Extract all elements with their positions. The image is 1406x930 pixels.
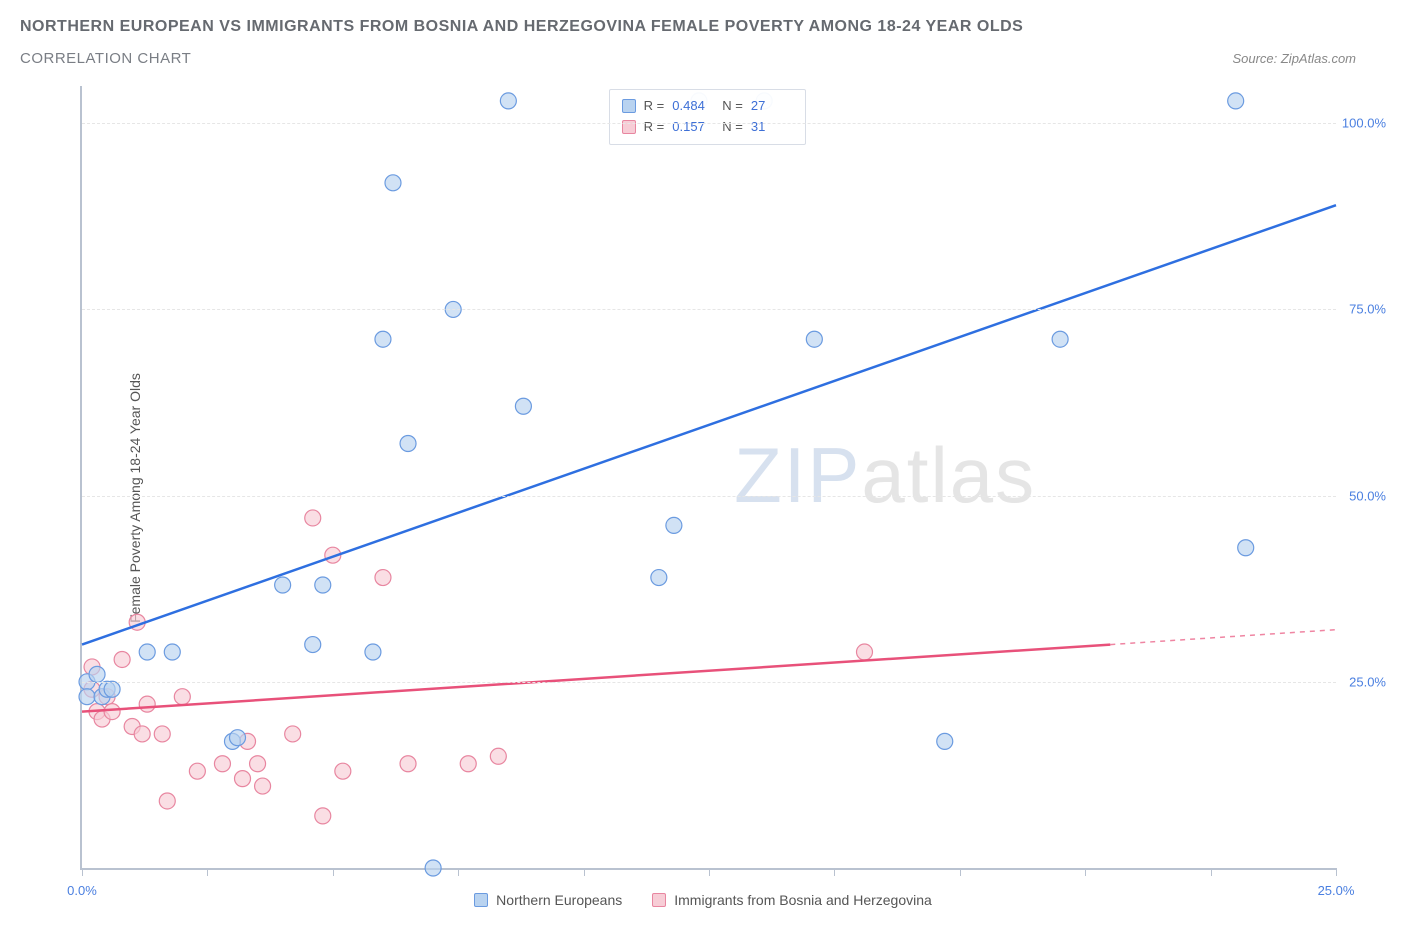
plot-svg (82, 86, 1336, 868)
n-label-2: N = (722, 117, 743, 138)
y-tick-label: 100.0% (1341, 116, 1386, 131)
gridline (82, 309, 1336, 310)
x-tick (82, 868, 83, 876)
chart-header: NORTHERN EUROPEAN VS IMMIGRANTS FROM BOS… (0, 0, 1406, 67)
y-tick-label: 75.0% (1341, 302, 1386, 317)
r-value-1: 0.484 (672, 96, 714, 117)
x-tick (333, 868, 334, 876)
chart-title: NORTHERN EUROPEAN VS IMMIGRANTS FROM BOS… (20, 18, 1386, 36)
stats-row-2: R = 0.157 N = 31 (622, 117, 793, 138)
r-label-1: R = (644, 96, 665, 117)
chart-subtitle: CORRELATION CHART (20, 50, 191, 67)
swatch-series-1 (622, 99, 636, 113)
gridline (82, 682, 1336, 683)
source-attribution: Source: ZipAtlas.com (1232, 51, 1386, 66)
legend-label-2: Immigrants from Bosnia and Herzegovina (674, 892, 932, 908)
legend-swatch-1 (474, 893, 488, 907)
x-tick (709, 868, 710, 876)
x-tick (1085, 868, 1086, 876)
chart-container: Female Poverty Among 18-24 Year Olds ZIP… (20, 86, 1386, 910)
x-tick (1211, 868, 1212, 876)
x-tick (834, 868, 835, 876)
bottom-legend: Northern Europeans Immigrants from Bosni… (20, 892, 1386, 908)
stats-row-1: R = 0.484 N = 27 (622, 96, 793, 117)
legend-item-2: Immigrants from Bosnia and Herzegovina (652, 892, 932, 908)
y-tick-label: 25.0% (1341, 674, 1386, 689)
x-tick (584, 868, 585, 876)
stats-box: R = 0.484 N = 27 R = 0.157 N = 31 (609, 89, 806, 145)
gridline (82, 123, 1336, 124)
x-tick (207, 868, 208, 876)
n-value-1: 27 (751, 96, 793, 117)
r-label-2: R = (644, 117, 665, 138)
y-tick-label: 50.0% (1341, 488, 1386, 503)
plot-area: ZIPatlas R = 0.484 N = 27 R = 0.157 N = … (80, 86, 1336, 870)
r-value-2: 0.157 (672, 117, 714, 138)
x-tick (960, 868, 961, 876)
n-label-1: N = (722, 96, 743, 117)
legend-item-1: Northern Europeans (474, 892, 622, 908)
x-tick (458, 868, 459, 876)
n-value-2: 31 (751, 117, 793, 138)
gridline (82, 496, 1336, 497)
x-tick (1336, 868, 1337, 876)
legend-swatch-2 (652, 893, 666, 907)
legend-label-1: Northern Europeans (496, 892, 622, 908)
